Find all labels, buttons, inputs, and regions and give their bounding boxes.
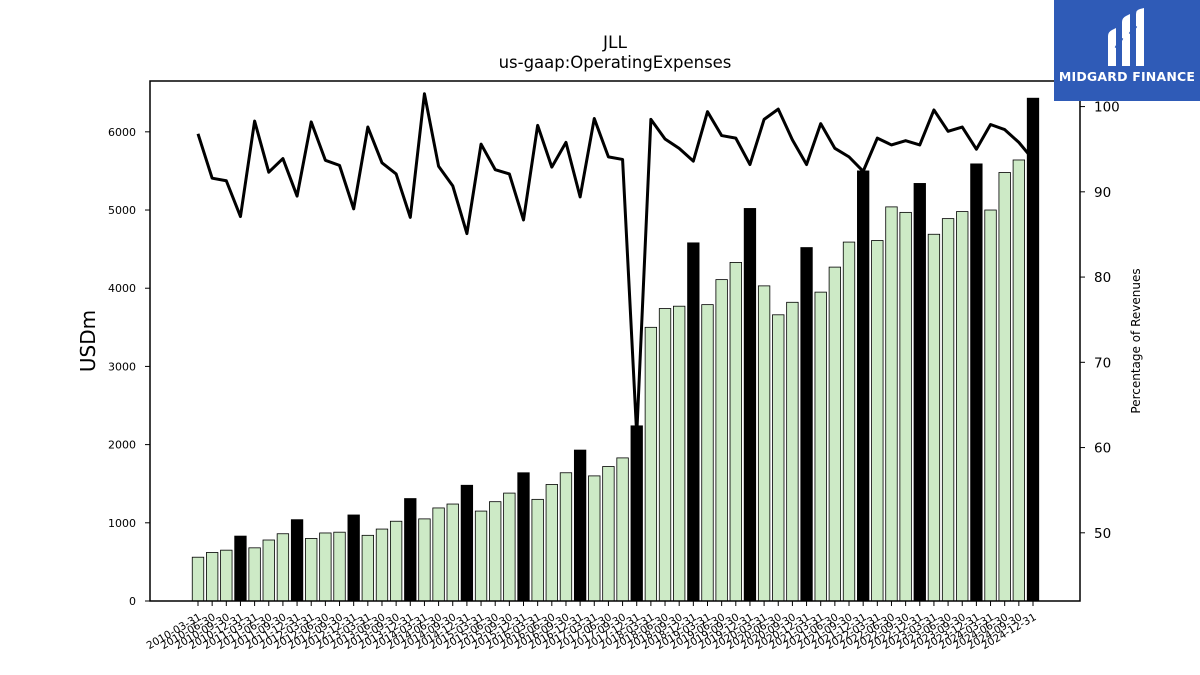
logo-text: MIDGARD FINANCE <box>1058 69 1196 84</box>
bar <box>248 547 261 602</box>
bar <box>404 498 417 602</box>
bar <box>842 241 856 602</box>
bar <box>1012 159 1025 602</box>
bar <box>673 305 686 602</box>
bar <box>375 528 389 602</box>
bar <box>503 492 516 602</box>
bar <box>941 218 955 602</box>
bar <box>389 520 403 602</box>
bar <box>956 211 969 602</box>
y2-tick-label: 60 <box>1094 441 1111 457</box>
bar <box>559 472 573 602</box>
bar <box>757 285 771 602</box>
bar <box>602 466 615 602</box>
y-tick-label: 3000 <box>108 360 136 373</box>
bar <box>899 211 912 602</box>
midgard-logo-icon <box>1108 8 1144 66</box>
bar <box>545 484 558 602</box>
bar <box>361 534 374 602</box>
bar-series <box>191 97 1040 602</box>
bar <box>474 510 488 602</box>
bar <box>191 556 205 602</box>
bar <box>319 532 332 602</box>
y2-tick-label: 100 <box>1094 100 1120 116</box>
bar <box>715 279 728 602</box>
bar <box>276 533 290 602</box>
y-axis-label: USDm <box>76 310 100 372</box>
bar <box>1026 97 1040 602</box>
y2-tick-label: 90 <box>1094 185 1111 201</box>
y-tick-label: 5000 <box>108 204 136 217</box>
y-tick-label: 2000 <box>108 439 136 452</box>
chart-title: JLL <box>602 33 627 53</box>
bar <box>446 503 459 602</box>
bar <box>347 514 360 602</box>
bar <box>588 475 601 602</box>
bar <box>644 326 658 602</box>
y-tick-label: 1000 <box>108 517 136 530</box>
bar <box>305 538 318 602</box>
y-tick-label: 0 <box>129 595 136 608</box>
bar <box>743 208 757 602</box>
bar <box>220 549 233 602</box>
bar <box>984 209 997 602</box>
x-axis-ticks: 2010-03-312010-06-302010-09-302010-12-31… <box>145 601 1038 652</box>
bar <box>927 233 941 602</box>
bar <box>531 498 544 602</box>
bar <box>234 535 247 602</box>
y-tick-label: 4000 <box>108 282 136 295</box>
bar <box>573 449 587 602</box>
bar <box>333 531 346 602</box>
bar <box>687 242 700 602</box>
bar <box>998 172 1011 602</box>
bar <box>729 262 742 602</box>
bar <box>814 291 827 602</box>
bar <box>885 206 898 602</box>
bar <box>658 308 672 602</box>
bar <box>418 518 431 602</box>
bar <box>630 425 643 602</box>
bar <box>460 484 474 602</box>
line-series <box>196 92 1035 437</box>
bar <box>262 539 275 602</box>
y2-axis-ticks: 50 60 70 80 90 100 <box>1080 100 1120 542</box>
y2-tick-label: 70 <box>1094 355 1111 371</box>
bar <box>871 240 884 602</box>
y-axis-ticks: 0 1000 2000 3000 4000 5000 6000 <box>108 126 150 608</box>
percentage-line <box>196 92 1035 437</box>
bar <box>489 501 502 602</box>
y2-tick-label: 50 <box>1094 526 1111 542</box>
y-tick-label: 6000 <box>108 126 136 139</box>
bar <box>913 183 926 602</box>
chart-subtitle: us-gaap:OperatingExpenses <box>499 53 732 72</box>
bar <box>786 301 799 602</box>
bar <box>701 304 714 602</box>
bar <box>857 170 870 602</box>
bar <box>800 247 813 602</box>
y2-tick-label: 80 <box>1094 270 1111 286</box>
bar <box>616 457 629 602</box>
y2-axis-label: Percentage of Revenues <box>1129 268 1143 413</box>
bar <box>970 163 983 602</box>
plot-frame <box>149 80 1081 602</box>
bar <box>828 266 842 602</box>
bar <box>772 314 785 602</box>
midgard-finance-logo: MIDGARD FINANCE <box>1054 0 1200 101</box>
bar <box>290 519 304 602</box>
bar <box>517 472 530 602</box>
bar <box>205 552 219 602</box>
bar <box>432 507 445 602</box>
